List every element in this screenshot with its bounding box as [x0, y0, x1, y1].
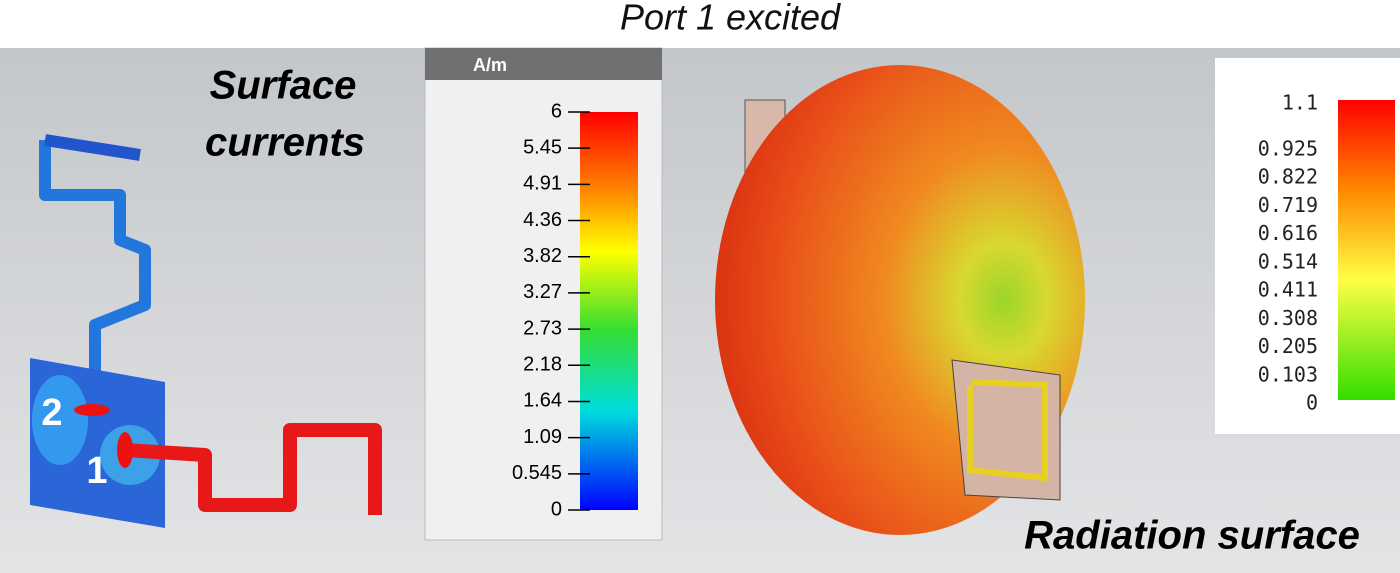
- legend-label: 2.73: [523, 317, 562, 339]
- port-label: 2: [41, 392, 62, 434]
- legend-label: 3.82: [523, 245, 562, 267]
- figure-title: Port 1 excited: [620, 0, 841, 38]
- legend-label: 0.308: [1258, 306, 1318, 330]
- legend-label: 0.205: [1258, 334, 1318, 358]
- legend-label: 0: [551, 498, 562, 520]
- background: [0, 48, 1400, 573]
- legend-label: 0.616: [1258, 221, 1318, 245]
- legend-label: 6: [551, 100, 562, 122]
- legend-unit: A/m: [473, 55, 507, 75]
- legend-label: 1.1: [1282, 91, 1318, 115]
- legend-label: 0: [1306, 391, 1318, 415]
- legend-label: 0.514: [1258, 249, 1318, 273]
- panel-heading: currents: [205, 121, 365, 165]
- legend-header: [425, 48, 662, 80]
- patch: [951, 359, 1061, 501]
- legend-label: 1.64: [523, 390, 562, 412]
- legend-label: 0.925: [1258, 137, 1318, 161]
- legend-label: 0.719: [1258, 193, 1318, 217]
- legend-label: 2.18: [523, 354, 562, 376]
- legend-label: 0.411: [1258, 278, 1318, 302]
- legend-label: 0.822: [1258, 165, 1318, 189]
- color-bar: [1338, 100, 1395, 400]
- legend-label: 0.103: [1258, 362, 1318, 386]
- legend-label: 4.91: [523, 173, 562, 195]
- color-bar: [580, 112, 638, 510]
- legend-label: 3.27: [523, 281, 562, 303]
- legend-label: 1.09: [523, 426, 562, 448]
- antenna-model: [30, 134, 382, 528]
- panel-heading: Surface: [210, 64, 357, 108]
- legend-label: 5.45: [523, 136, 562, 158]
- panel-heading: Radiation surface: [1024, 514, 1360, 558]
- legend-label: 0.545: [512, 462, 562, 484]
- port-label: 1: [86, 450, 107, 492]
- legend-label: 4.36: [523, 209, 562, 231]
